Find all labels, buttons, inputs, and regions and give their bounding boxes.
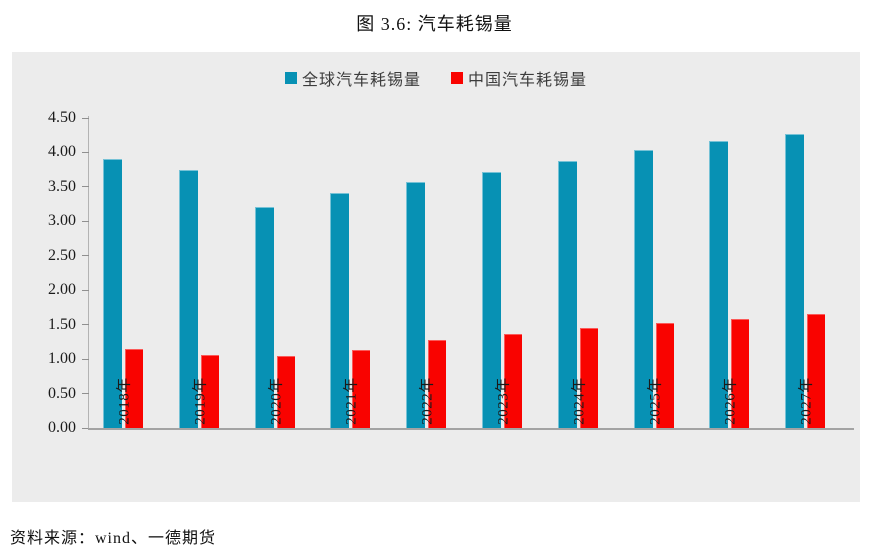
bar-china	[807, 314, 826, 428]
bar-global	[633, 150, 653, 428]
x-axis-label: 2025年	[620, 370, 688, 432]
bar-group	[89, 118, 165, 428]
bar-group	[468, 118, 544, 428]
y-axis-tick	[82, 289, 89, 291]
x-axis-label-text: 2024年	[571, 377, 588, 425]
x-axis-label: 2026年	[695, 370, 763, 432]
x-axis-line	[88, 428, 854, 430]
legend-swatch-icon	[451, 72, 463, 84]
bar-group	[165, 118, 241, 428]
y-axis-tick-label: 1.00	[48, 350, 76, 368]
x-axis-label: 2019年	[165, 370, 233, 432]
bar-global	[557, 160, 577, 428]
bar-china	[579, 328, 598, 428]
y-axis-tick	[82, 117, 89, 119]
source-note: 资料来源：wind、一德期货	[10, 530, 217, 547]
y-axis-tick-label: 2.00	[48, 281, 76, 299]
plot-area	[89, 118, 847, 428]
bar-global	[254, 206, 274, 428]
bar-china	[125, 348, 143, 428]
chart-title: 图 3.6: 汽车耗锡量	[356, 14, 513, 34]
legend-item: 全球汽车耗锡量	[284, 66, 421, 90]
y-axis-tick-label: 0.00	[48, 419, 76, 436]
bar-group	[771, 118, 847, 428]
bar-group	[544, 118, 620, 428]
legend-swatch-icon	[284, 72, 297, 84]
y-axis-tick-label: 0.50	[48, 384, 76, 402]
bar-global	[178, 169, 198, 428]
bar-group	[695, 118, 771, 428]
y-axis-tick	[82, 358, 89, 360]
x-axis-label-text: 2022年	[419, 377, 436, 425]
legend: 全球汽车耗锡量 中国汽车耗锡量	[12, 66, 860, 90]
bar-global	[785, 133, 805, 428]
y-axis-tick	[82, 255, 89, 257]
x-axis-label-text: 2019年	[192, 377, 209, 425]
x-axis-label-text: 2020年	[268, 377, 285, 425]
x-axis-label: 2018年	[89, 370, 157, 432]
bar-china	[200, 355, 219, 428]
y-axis-tick-label: 1.50	[48, 315, 76, 333]
y-axis-line	[88, 116, 89, 429]
x-axis-label: 2027年	[771, 370, 839, 432]
x-axis-label-text: 2025年	[647, 377, 664, 425]
y-axis-tick-label: 4.00	[48, 143, 76, 161]
y-axis-tick-label: 2.50	[48, 246, 76, 264]
bar-china	[731, 318, 750, 428]
x-axis-label: 2024年	[544, 370, 612, 432]
bar-group	[392, 118, 468, 428]
bar-china	[352, 349, 371, 428]
y-axis-tick	[82, 427, 89, 429]
bar-china	[428, 339, 447, 428]
bar-global	[103, 159, 122, 428]
x-axis-label: 2023年	[468, 370, 536, 432]
chart-panel: 全球汽车耗锡量 中国汽车耗锡量 4.50 4.00 3.50 3.00 2.50 2.00 1…	[12, 52, 860, 502]
y-axis-tick	[82, 151, 89, 153]
x-axis-label-text: 2023年	[495, 377, 512, 425]
bar-global	[406, 182, 426, 428]
y-axis-tick	[82, 220, 89, 222]
y-axis-tick	[82, 324, 89, 326]
bar-global	[481, 171, 501, 428]
y-axis-tick	[82, 393, 89, 395]
x-axis-label-text: 2018年	[116, 377, 133, 425]
bar-china	[655, 323, 674, 428]
y-axis-tick	[82, 186, 89, 188]
bar-china	[503, 333, 522, 428]
bar-global	[709, 140, 729, 428]
y-axis-tick-label: 3.00	[48, 212, 76, 230]
bar-group	[241, 118, 317, 428]
bar-global	[330, 193, 350, 428]
y-axis-tick-label: 4.50	[48, 109, 76, 126]
y-axis-tick-label: 3.50	[48, 177, 76, 195]
bar-china	[276, 356, 295, 428]
x-axis-label: 2022年	[392, 370, 460, 432]
x-axis-label: 2020年	[241, 370, 309, 432]
bar-group	[620, 118, 696, 428]
legend-label: 中国汽车耗锡量	[468, 72, 588, 89]
bar-group	[316, 118, 392, 428]
legend-label: 全球汽车耗锡量	[301, 72, 421, 89]
legend-item: 中国汽车耗锡量	[451, 66, 587, 90]
x-axis-label-text: 2021年	[343, 377, 360, 425]
x-axis-label-text: 2027年	[798, 377, 815, 425]
x-axis-label: 2021年	[316, 370, 384, 432]
x-axis-label-text: 2026年	[722, 377, 739, 425]
